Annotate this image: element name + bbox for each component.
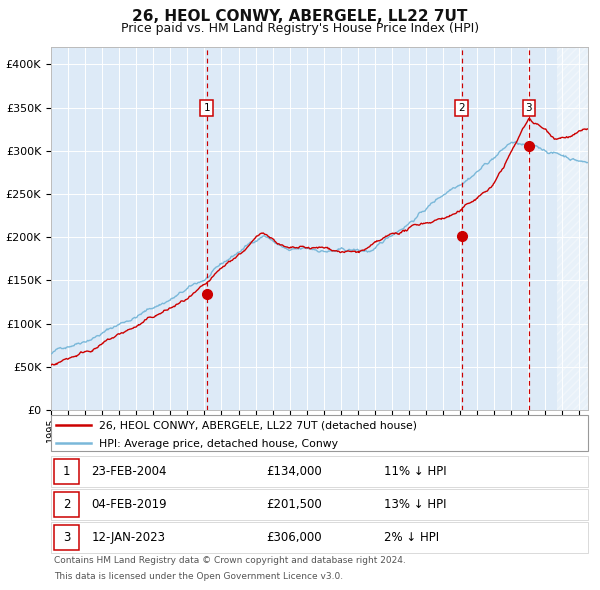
Text: 23-FEB-2004: 23-FEB-2004 [91, 465, 167, 478]
Text: 2: 2 [458, 103, 465, 113]
Bar [53, 491, 79, 517]
Bar [557, 47, 588, 410]
Text: £306,000: £306,000 [266, 531, 322, 544]
Text: 3: 3 [526, 103, 532, 113]
Bar [53, 525, 79, 550]
Text: HPI: Average price, detached house, Conwy: HPI: Average price, detached house, Conw… [100, 439, 338, 449]
Text: £201,500: £201,500 [266, 498, 322, 511]
Text: 1: 1 [203, 103, 210, 113]
Text: 26, HEOL CONWY, ABERGELE, LL22 7UT: 26, HEOL CONWY, ABERGELE, LL22 7UT [133, 9, 467, 24]
Bar [53, 458, 79, 484]
Text: 2: 2 [63, 498, 70, 511]
Text: This data is licensed under the Open Government Licence v3.0.: This data is licensed under the Open Gov… [54, 572, 343, 581]
Text: 12-JAN-2023: 12-JAN-2023 [91, 531, 165, 544]
Text: 13% ↓ HPI: 13% ↓ HPI [384, 498, 446, 511]
Text: 2% ↓ HPI: 2% ↓ HPI [384, 531, 439, 544]
Text: 1: 1 [63, 465, 70, 478]
Text: 26, HEOL CONWY, ABERGELE, LL22 7UT (detached house): 26, HEOL CONWY, ABERGELE, LL22 7UT (deta… [100, 421, 418, 431]
Text: 04-FEB-2019: 04-FEB-2019 [91, 498, 167, 511]
Text: Contains HM Land Registry data © Crown copyright and database right 2024.: Contains HM Land Registry data © Crown c… [54, 556, 406, 565]
Text: 11% ↓ HPI: 11% ↓ HPI [384, 465, 446, 478]
Text: 3: 3 [63, 531, 70, 544]
Text: £134,000: £134,000 [266, 465, 322, 478]
Text: Price paid vs. HM Land Registry's House Price Index (HPI): Price paid vs. HM Land Registry's House … [121, 22, 479, 35]
